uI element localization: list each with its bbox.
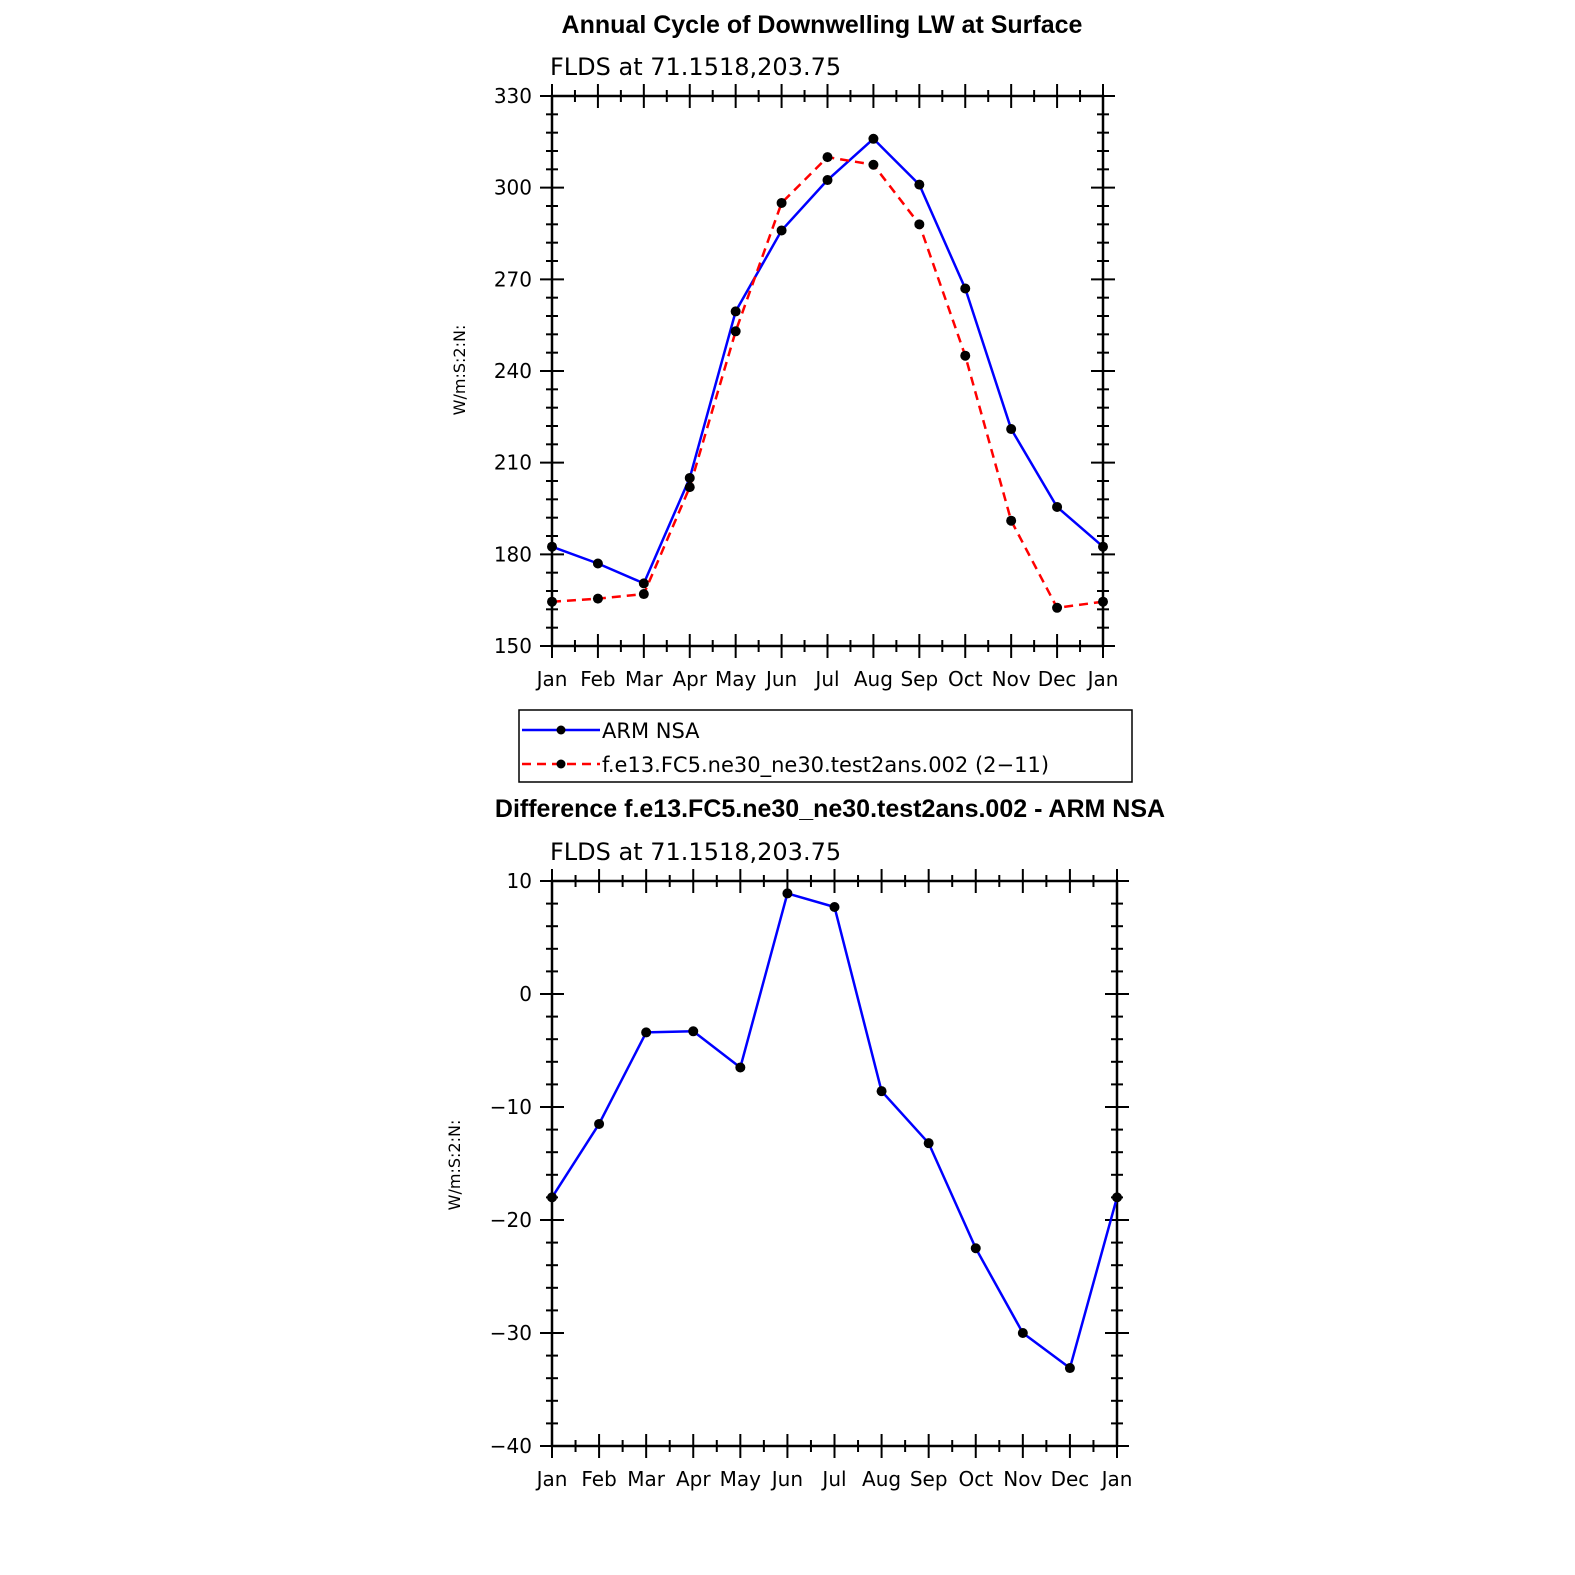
series-1-point bbox=[776, 197, 787, 208]
x-tick-label: Nov bbox=[992, 667, 1031, 691]
svg-text:W/m:S:2:N:: W/m:S:2:N: bbox=[450, 325, 469, 416]
x-tick-label: Apr bbox=[672, 667, 707, 691]
y-tick-label: −30 bbox=[490, 1321, 532, 1345]
x-tick-label: Feb bbox=[580, 667, 615, 691]
x-tick-label: Jan bbox=[535, 1467, 568, 1491]
series-0-point bbox=[547, 541, 557, 552]
y-tick-label: −10 bbox=[490, 1095, 532, 1119]
chart-title: Difference f.e13.FC5.ne30_ne30.test2ans.… bbox=[495, 795, 1165, 823]
y-tick-label: 0 bbox=[519, 982, 532, 1006]
chart-title: Annual Cycle of Downwelling LW at Surfac… bbox=[562, 11, 1083, 39]
x-tick-label: Nov bbox=[1003, 1467, 1042, 1491]
x-tick-label: Oct bbox=[948, 667, 983, 691]
difference-chart: Difference f.e13.FC5.ne30_ne30.test2ans.… bbox=[445, 795, 1165, 1491]
series-0-point bbox=[547, 1192, 557, 1203]
series-1-point bbox=[822, 152, 833, 163]
x-tick-label: Aug bbox=[862, 1467, 901, 1491]
series-0-point bbox=[876, 1086, 887, 1097]
series-0-point bbox=[594, 1118, 605, 1129]
x-tick-label: Jul bbox=[820, 1467, 846, 1491]
chart-subtitle: FLDS at 71.1518,203.75 bbox=[550, 838, 841, 866]
x-tick-label: Mar bbox=[625, 667, 664, 691]
series-line-0 bbox=[550, 892, 1119, 1370]
y-tick-label: 10 bbox=[507, 869, 532, 893]
series-0-point bbox=[592, 558, 603, 569]
x-tick-label: May bbox=[720, 1467, 762, 1491]
y-tick-label: −20 bbox=[490, 1208, 532, 1232]
x-tick-label: Mar bbox=[627, 1467, 666, 1491]
series-0-point bbox=[1098, 541, 1108, 552]
series-1-point bbox=[914, 219, 925, 230]
series-0-point bbox=[782, 888, 793, 899]
series-0-point bbox=[822, 175, 833, 186]
x-tick-label: Aug bbox=[854, 667, 893, 691]
legend-box bbox=[518, 709, 1133, 783]
series-0-point bbox=[1064, 1363, 1075, 1374]
x-tick-label: Jun bbox=[764, 667, 797, 691]
plot-frame bbox=[550, 879, 1119, 1448]
legend-label-arm-nsa: ARM NSA bbox=[602, 719, 700, 743]
chart-subtitle: FLDS at 71.1518,203.75 bbox=[550, 53, 841, 81]
series-0-point bbox=[829, 901, 840, 912]
x-tick-label: Jul bbox=[813, 667, 839, 691]
series-0-point bbox=[1052, 501, 1063, 512]
x-tick-label: Dec bbox=[1051, 1467, 1090, 1491]
x-tick-label: Apr bbox=[676, 1467, 711, 1491]
series-0-point bbox=[868, 133, 879, 144]
series-0-point bbox=[641, 1027, 652, 1038]
y-axis-label: W/m:S:2:N: bbox=[450, 325, 469, 416]
x-tick-label: Dec bbox=[1038, 667, 1077, 691]
y-tick-label: 330 bbox=[494, 84, 532, 108]
x-tick-label: May bbox=[715, 667, 757, 691]
y-tick-label: 150 bbox=[494, 634, 532, 658]
x-tick-label: Jan bbox=[1100, 1467, 1133, 1491]
series-1-point bbox=[547, 596, 557, 607]
series-1-point bbox=[960, 350, 971, 361]
series-1-point bbox=[638, 589, 649, 600]
series-1-point bbox=[1006, 515, 1017, 526]
legend-label-model: f.e13.FC5.ne30_ne30.test2ans.002 (2−11) bbox=[602, 753, 1049, 778]
series-0-point bbox=[1112, 1192, 1122, 1203]
series-0-point bbox=[970, 1243, 981, 1254]
y-axis-label: W/m:S:2:N: bbox=[445, 1120, 464, 1211]
series-0-point bbox=[688, 1026, 699, 1037]
series-1-point bbox=[684, 482, 695, 493]
x-tick-label: Feb bbox=[581, 1467, 616, 1491]
series-0-point bbox=[730, 306, 741, 317]
y-tick-label: 270 bbox=[494, 267, 532, 291]
series-1-point bbox=[730, 326, 741, 337]
x-tick-label: Jan bbox=[535, 667, 568, 691]
series-0-point bbox=[923, 1138, 934, 1149]
series-0-point bbox=[914, 179, 925, 190]
series-0-point bbox=[960, 283, 971, 294]
series-1-point bbox=[868, 159, 879, 170]
series-0-point bbox=[735, 1062, 746, 1073]
legend-marker-arm-nsa bbox=[556, 725, 566, 735]
series-1-point bbox=[1098, 596, 1108, 607]
x-tick-label: Jun bbox=[770, 1467, 803, 1491]
series-1-point bbox=[592, 593, 603, 604]
series-1-point bbox=[1052, 602, 1063, 613]
y-tick-label: 240 bbox=[494, 359, 532, 383]
y-tick-label: 180 bbox=[494, 542, 532, 566]
x-tick-label: Sep bbox=[910, 1467, 948, 1491]
y-tick-label: 210 bbox=[494, 451, 532, 475]
series-line-1 bbox=[551, 155, 1104, 610]
legend-marker-model bbox=[556, 759, 566, 769]
x-tick-label: Jan bbox=[1086, 667, 1119, 691]
series-0-point bbox=[638, 578, 649, 589]
series-0-point bbox=[684, 472, 695, 483]
annual-cycle-chart: Annual Cycle of Downwelling LW at Surfac… bbox=[450, 11, 1118, 691]
legend: ARM NSA f.e13.FC5.ne30_ne30.test2ans.002… bbox=[518, 709, 1133, 783]
series-0-point bbox=[776, 225, 787, 236]
svg-text:W/m:S:2:N:: W/m:S:2:N: bbox=[445, 1120, 464, 1211]
series-line-0 bbox=[551, 137, 1104, 585]
y-tick-label: 300 bbox=[494, 176, 532, 200]
x-tick-label: Sep bbox=[900, 667, 938, 691]
y-tick-label: −40 bbox=[490, 1434, 532, 1458]
series-0-point bbox=[1017, 1328, 1028, 1338]
series-0-point bbox=[1006, 424, 1017, 435]
x-tick-label: Oct bbox=[958, 1467, 993, 1491]
